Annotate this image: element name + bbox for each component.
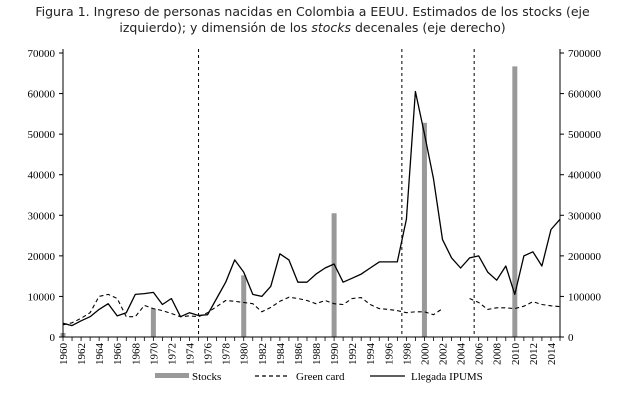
chart-title: Figura 1. Ingreso de personas nacidas en…: [0, 4, 625, 36]
stocks-bar-2010: [512, 66, 518, 337]
legend: Stocks Green card Llegada IPUMS: [155, 371, 483, 383]
x-tick-label: 1998: [401, 343, 413, 366]
x-tick-label: 1966: [112, 343, 124, 366]
x-tick-label: 1976: [203, 343, 215, 366]
x-tick-label: 2014: [546, 343, 558, 366]
x-tick-label: 1994: [365, 343, 377, 366]
x-tick-label: 1988: [311, 343, 323, 366]
legend-label-green-card: Green card: [296, 371, 345, 383]
title-part-em: stocks: [311, 20, 351, 35]
x-tick-label: 1962: [76, 343, 88, 365]
legend-label-stocks: Stocks: [192, 371, 221, 383]
x-tick-label: 1964: [94, 343, 106, 366]
green-card-line-1: [62, 293, 443, 326]
x-tick-label: 1990: [329, 343, 341, 366]
x-tick-label: 2012: [528, 343, 540, 365]
y-left-tick-label: 70000: [28, 48, 56, 60]
ipums-line-3: [62, 90, 561, 327]
axes: 0100002000030000400005000060000700000100…: [28, 48, 602, 365]
x-tick-label: 2002: [438, 343, 450, 365]
x-tick-label: 1992: [347, 343, 359, 365]
y-left-tick-label: 30000: [28, 210, 56, 222]
y-right-tick-label: 500000: [568, 129, 602, 141]
legend-label-ipums: Llegada IPUMS: [411, 371, 483, 383]
y-right-tick-label: 400000: [568, 170, 602, 182]
stocks-bar-1970: [150, 308, 156, 337]
y-right-tick-label: 600000: [568, 89, 602, 101]
stocks-bar-1990: [331, 213, 337, 337]
x-tick-label: 2004: [456, 343, 468, 366]
x-tick-label: 1968: [130, 343, 142, 366]
x-tick-label: 1960: [58, 343, 70, 366]
y-left-tick-label: 50000: [28, 129, 56, 141]
x-tick-label: 1982: [257, 343, 269, 365]
stocks-bar-2000: [421, 122, 427, 337]
x-tick-label: 1978: [221, 343, 233, 366]
y-right-tick-label: 0: [568, 332, 574, 344]
x-tick-label: 1974: [185, 343, 197, 366]
chart-title-line1: Figura 1. Ingreso de personas nacidas en…: [35, 4, 590, 19]
x-tick-label: 2000: [419, 343, 431, 366]
x-tick-label: 2006: [474, 343, 486, 366]
x-tick-label: 1984: [275, 343, 287, 366]
x-tick-label: 1970: [148, 343, 160, 366]
x-tick-label: 1972: [166, 343, 178, 365]
x-tick-label: 1996: [383, 343, 395, 366]
y-left-tick-label: 0: [50, 332, 56, 344]
stocks-bar-1980: [241, 275, 247, 337]
chart-title-line2: izquierdo); y dimensión de los stocks de…: [0, 20, 625, 36]
y-left-tick-label: 20000: [28, 251, 56, 263]
x-tick-label: 1986: [293, 343, 305, 366]
y-left-tick-label: 40000: [28, 170, 56, 182]
vertical-dashed-lines: [198, 49, 475, 337]
y-left-tick-label: 60000: [28, 89, 56, 101]
series-lines: [62, 90, 561, 327]
x-tick-label: 2010: [510, 343, 522, 366]
y-right-tick-label: 100000: [568, 291, 602, 303]
y-right-tick-label: 200000: [568, 251, 602, 263]
x-tick-label: 2008: [492, 343, 504, 366]
y-right-tick-label: 300000: [568, 210, 602, 222]
title-part-a: izquierdo); y dimensión de los: [119, 20, 312, 35]
y-right-tick-label: 700000: [568, 48, 602, 60]
legend-swatch-stocks: [155, 373, 189, 378]
y-left-tick-label: 10000: [28, 291, 56, 303]
green-card-line-2: [469, 297, 561, 310]
title-part-b: decenales (eje derecho): [351, 20, 506, 35]
stocks-bars: [60, 66, 518, 337]
x-tick-label: 1980: [239, 343, 251, 366]
